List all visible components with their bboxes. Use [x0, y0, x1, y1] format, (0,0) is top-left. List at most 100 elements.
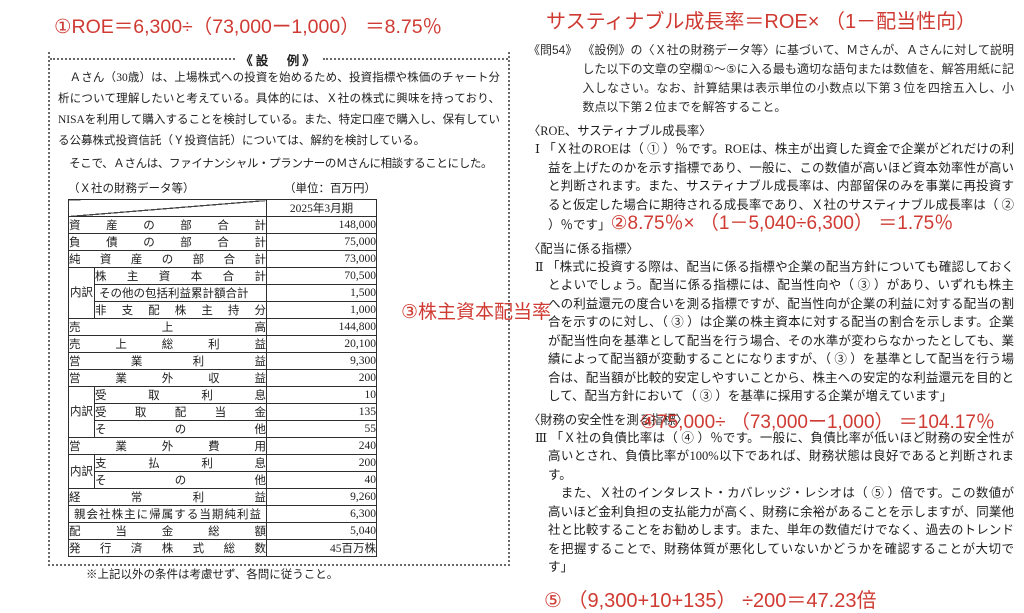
shareholder-dividend-ratio-annotation: ③株主資本配当率 [401, 302, 552, 323]
row-label: 配当金総額 [68, 522, 267, 540]
table-row: 経常利益 9,260 [68, 488, 377, 506]
example-intro-paragraph: Ａさん（30歳）は、上場株式への投資を始めるため、投資指標や株価のチャート分析に… [58, 72, 500, 147]
row-label: 非支配株主持分 [94, 301, 267, 319]
table-row: 非支配株主持分 1,000 [69, 301, 377, 319]
row-value: 20,100 [266, 335, 377, 353]
row-value: 200 [266, 369, 377, 387]
row-label: その他の包括利益累計額合計 [94, 284, 267, 302]
row-value: 1,500 [266, 284, 377, 302]
section-heading-roe: 〈ROE、サスティナブル成長率〉 [528, 124, 712, 138]
financial-data-table: 2025年3月期 資産の部合計 148,000 負債の部合計 75,000 純資… [68, 199, 377, 557]
table-period-header: 2025年3月期 [266, 199, 377, 217]
table-row: 純資産の部合計 73,000 [68, 250, 377, 268]
section-item-2-text: Ⅱ 「株式に投資する際は、配当に係る指標や企業の配当方針についても確認しておくと… [535, 259, 1014, 404]
example-box-title: 《設 例》 [240, 53, 318, 68]
unit-caption: （単位：百万円） [284, 183, 376, 195]
table-corner-diagonal [68, 199, 267, 217]
table-row: その他 40 [69, 471, 377, 489]
section-heading-safety: 〈財務の安全性を測る指標〉 ④75,000÷ （73,000ー1,000） ＝1… [528, 411, 1014, 433]
table-row: 内訳 受取利息 10 [68, 386, 377, 438]
section-item-3: Ⅲ 「Ｘ社の負債比率は（ ④ ）％です。一般に、負債比率が低いほど財務の安全性が… [528, 429, 1014, 577]
question-text: 《設例》の〈Ｘ社の財務データ等〉に基づいて、Ｍさんが、Ａさんに対して説明した以下… [582, 43, 1014, 114]
conditions-note: ※上記以外の条件は考慮せず、各問に従うこと。 [86, 569, 339, 581]
row-value: 6,300 [266, 505, 377, 523]
question-label: 《問54》 [528, 43, 578, 57]
table-row: 営業外収益 200 [68, 369, 377, 387]
row-value: 75,000 [266, 233, 377, 251]
interest-coverage-calc-annotation: ⑤ （9,300+10+135） ÷200＝47.23倍 [544, 589, 877, 612]
table-row: 内訳 支払利息 200 [68, 454, 377, 489]
row-label: 売上総利益 [68, 335, 267, 353]
row-label: 支払利息 [94, 454, 267, 472]
example-followup-paragraph: そこで、Ａさんは、ファイナンシャル・プランナーのＭさんに相談することにした。 [58, 158, 493, 170]
table-row: 配当金総額 5,040 [68, 522, 377, 540]
table-row: 営業外費用 240 [68, 437, 377, 455]
table-caption-row: （Ｘ社の財務データ等） （単位：百万円） [68, 180, 376, 196]
table-header-row: 2025年3月期 [68, 199, 377, 217]
row-label: 営業外収益 [68, 369, 267, 387]
row-label: その他 [94, 420, 267, 438]
table-row: 受取配当金 135 [69, 403, 377, 421]
row-value: 240 [266, 437, 377, 455]
row-value: 1,000 [266, 301, 377, 319]
row-value: 9,260 [266, 488, 377, 506]
section-item-2: Ⅱ 「株式に投資する際は、配当に係る指標や企業の配当方針についても確認しておくと… [528, 258, 1014, 406]
row-label: 受取利息 [94, 386, 267, 404]
debt-ratio-calc-annotation: ④75,000÷ （73,000ー1,000） ＝104.17％ [640, 411, 995, 433]
table-row: 営業利益 9,300 [68, 352, 377, 370]
row-label: 営業利益 [68, 352, 267, 370]
row-label: 純資産の部合計 [68, 250, 267, 268]
row-value: 70,500 [266, 267, 377, 285]
growth-rate-calc-annotation: ②8.75％× （1－5,040÷6,300） ＝1.75％ [610, 213, 954, 234]
table-row: その他 55 [69, 420, 377, 438]
row-value: 40 [266, 471, 377, 489]
row-label: 親会社株主に帰属する当期純利益 [68, 505, 267, 523]
table-row: 負債の部合計 75,000 [68, 233, 377, 251]
row-value: 5,040 [266, 522, 377, 540]
row-label: 株主資本合計 [94, 267, 267, 285]
section-item-3-text: Ⅲ 「Ｘ社の負債比率は（ ④ ）％です。一般に、負債比率が低いほど財務の安全性が… [535, 430, 1014, 575]
financial-table-caption: （Ｘ社の財務データ等） [68, 183, 195, 195]
example-intro: Ａさん（30歳）は、上場株式への投資を始めるため、投資指標や株価のチャート分析に… [58, 68, 500, 175]
row-value: 55 [266, 420, 377, 438]
section-item-1-text: Ⅰ 「Ｘ社のROEは（ ① ）％です。ROEは、株主が出資した資金で企業がどれだ… [535, 142, 1018, 232]
table-row: 資産の部合計 148,000 [68, 216, 377, 234]
section-heading-safety-text: 〈財務の安全性を測る指標〉 [528, 412, 688, 427]
table-row: 発行済株式総数 45百万株 [68, 539, 377, 557]
table-row: 内訳 株主資本合計 70,500 [68, 267, 377, 319]
row-value: 148,000 [266, 216, 377, 234]
row-label: 営業外費用 [68, 437, 267, 455]
dotted-line [50, 58, 236, 60]
row-value: 200 [266, 454, 377, 472]
section-item-1: Ⅰ 「Ｘ社のROEは（ ① ）％です。ROEは、株主が出資した資金で企業がどれだ… [528, 140, 1014, 235]
row-label: その他 [94, 471, 267, 489]
row-label: 経常利益 [68, 488, 267, 506]
sustainable-growth-formula-heading: サスティナブル成長率＝ROE× （1－配当性向） [546, 11, 977, 33]
example-box: 《設 例》 Ａさん（30歳）は、上場株式への投資を始めるため、投資指標や株価のチ… [48, 52, 510, 581]
group-label-cell: 内訳 [68, 386, 95, 438]
roe-formula-annotation: ①ROE＝6,300÷（73,000ー1,000） ＝8.75％ [54, 16, 443, 38]
row-value: 45百万株 [266, 539, 377, 557]
group-label-cell: 内訳 [68, 267, 95, 319]
section-heading-dividend: 〈配当に係る指標〉 [528, 241, 639, 256]
row-value: 9,300 [266, 352, 377, 370]
group-label-cell: 内訳 [68, 454, 95, 489]
row-label: 売上高 [68, 318, 267, 336]
row-label: 発行済株式総数 [68, 539, 267, 557]
dotted-line [322, 58, 509, 60]
example-box-top-border: 《設 例》 [50, 52, 509, 68]
row-value: 10 [266, 386, 377, 404]
row-value: 135 [266, 403, 377, 421]
table-row: 売上総利益 20,100 [68, 335, 377, 353]
question-column: サスティナブル成長率＝ROE× （1－配当性向） 《問54》 《設例》の〈Ｘ社の… [528, 5, 1014, 613]
document-page: { "accent_color": "#cf3a32", "annotation… [48, 11, 1014, 612]
table-row: 売上高 144,800 [68, 318, 377, 336]
table-row: 親会社株主に帰属する当期純利益 6,300 [68, 505, 377, 523]
question-block: 《問54》 《設例》の〈Ｘ社の財務データ等〉に基づいて、Ｍさんが、Ａさんに対して… [528, 41, 1014, 117]
row-label: 受取配当金 [94, 403, 267, 421]
row-value: 73,000 [266, 250, 377, 268]
table-row: その他の包括利益累計額合計 1,500 [69, 284, 377, 302]
row-value: 144,800 [266, 318, 377, 336]
row-label: 負債の部合計 [68, 233, 267, 251]
row-label: 資産の部合計 [68, 216, 267, 234]
